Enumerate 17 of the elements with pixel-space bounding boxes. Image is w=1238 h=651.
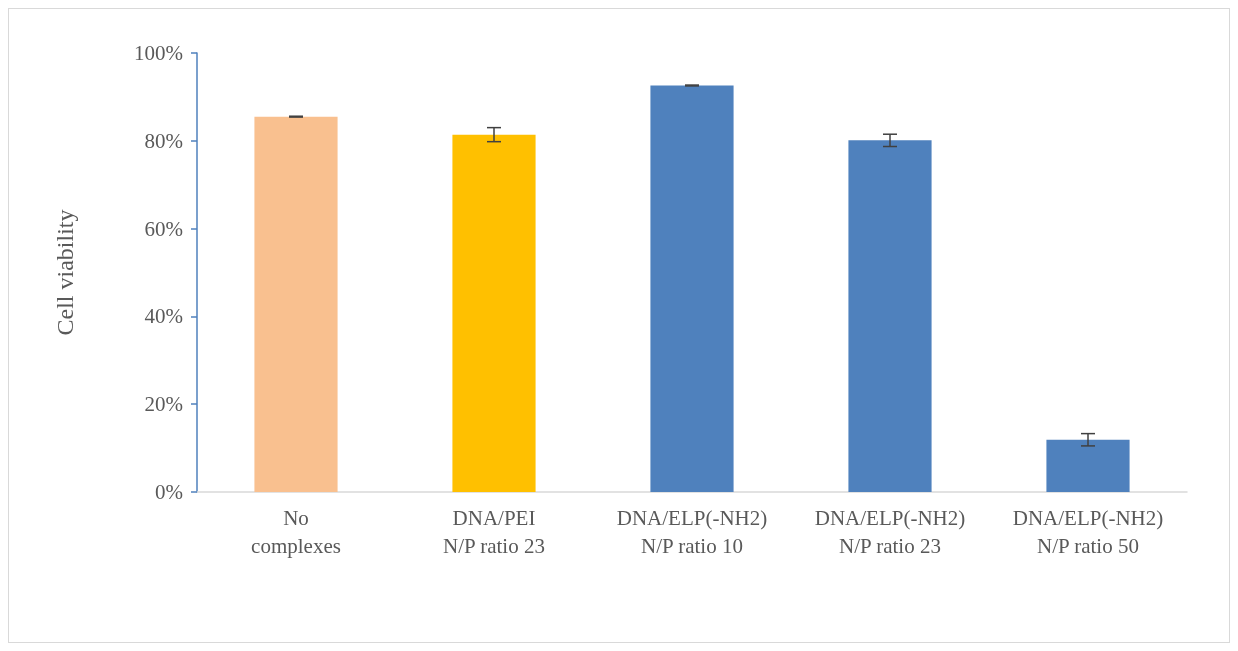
x-tick-label: No complexes — [251, 506, 341, 558]
y-axis-title: Cell viability — [52, 209, 78, 336]
bar — [1046, 439, 1130, 492]
y-tick-label: 100% — [134, 41, 183, 65]
bar — [650, 85, 734, 492]
y-tick-label: 40% — [144, 304, 183, 329]
bar — [848, 140, 932, 492]
x-tick-label: DNA/PEI N/P ratio 23 — [443, 506, 545, 558]
bar — [254, 116, 338, 492]
x-tick-label: DNA/ELP(-NH2) N/P ratio 10 — [616, 506, 768, 558]
y-tick-label: 80% — [144, 128, 183, 153]
bar — [452, 134, 536, 492]
y-tick-label: 20% — [144, 392, 183, 417]
y-tick-label: 60% — [144, 216, 183, 241]
x-tick-label: DNA/ELP(-NH2) N/P ratio 50 — [1012, 506, 1164, 558]
y-tick-label: 0% — [155, 480, 183, 504]
x-tick-label: DNA/ELP(-NH2) N/P ratio 23 — [814, 506, 966, 558]
